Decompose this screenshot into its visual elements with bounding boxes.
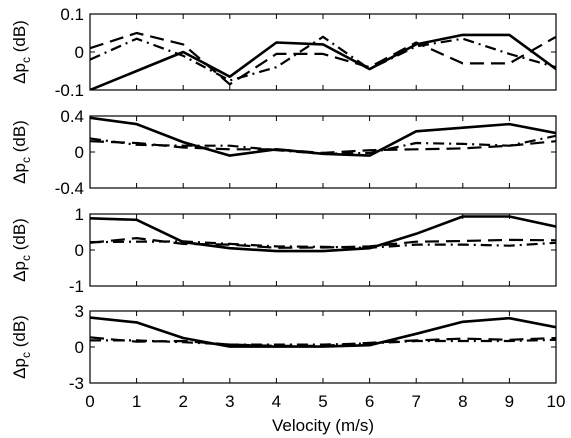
y-axis-label-unit: (dB) bbox=[10, 20, 29, 57]
x-tick-label: 10 bbox=[547, 392, 566, 411]
y-axis-label: Δpc (dB) bbox=[10, 218, 33, 282]
y-axis-label-main: Δp bbox=[10, 261, 29, 282]
y-tick-label: 1 bbox=[75, 205, 84, 224]
y-tick-label: 3 bbox=[75, 302, 84, 321]
y-axis-label-subscript: c bbox=[19, 157, 33, 163]
x-axis: 0 1 2 3 4 5 6 7 8 9 10 bbox=[85, 392, 565, 411]
series-line-dash-dot bbox=[90, 338, 556, 346]
panel-4: 3 0 -3 Δpc (dB) bbox=[10, 302, 557, 393]
y-tick-label: 0 bbox=[75, 43, 84, 62]
y-axis-label: Δpc (dB) bbox=[10, 20, 33, 84]
x-tick-label: 0 bbox=[85, 392, 94, 411]
y-axis-label-unit: (dB) bbox=[10, 315, 29, 352]
x-tick-label: 6 bbox=[365, 392, 374, 411]
x-axis-label: Velocity (m/s) bbox=[272, 416, 374, 435]
x-tick-label: 3 bbox=[225, 392, 234, 411]
y-tick-label: 0 bbox=[75, 241, 84, 260]
plot-frame bbox=[89, 13, 557, 91]
y-tick-label: 0.1 bbox=[60, 5, 84, 24]
x-tick-label: 8 bbox=[458, 392, 467, 411]
x-tick-label: 1 bbox=[132, 392, 141, 411]
series-line-solid bbox=[90, 33, 556, 90]
y-tick-label: 0 bbox=[75, 338, 84, 357]
x-tick-label: 5 bbox=[318, 392, 327, 411]
y-tick-label: 0.4 bbox=[60, 107, 84, 126]
series-line-dash-dot bbox=[90, 35, 556, 82]
y-axis-label-subscript: c bbox=[19, 255, 33, 261]
y-axis-label-subscript: c bbox=[19, 352, 33, 358]
y-axis-label: Δpc (dB) bbox=[10, 315, 33, 379]
x-tick-label: 2 bbox=[178, 392, 187, 411]
series-line-dashed bbox=[90, 336, 556, 347]
y-axis-label-unit: (dB) bbox=[10, 120, 29, 157]
x-tick-label: 7 bbox=[411, 392, 420, 411]
y-axis-label: Δpc (dB) bbox=[10, 120, 33, 184]
panel-1: 0.1 0 -0.1 Δpc (dB) bbox=[10, 5, 557, 100]
y-tick-label: -0.4 bbox=[55, 179, 84, 198]
x-tick-label: 4 bbox=[272, 392, 281, 411]
y-tick-label: -1 bbox=[69, 277, 84, 296]
y-axis-label-main: Δp bbox=[10, 163, 29, 184]
y-tick-label: -0.1 bbox=[55, 81, 84, 100]
series-line-solid bbox=[90, 215, 556, 253]
y-axis-label-main: Δp bbox=[10, 63, 29, 84]
panel-2: 0.4 0 -0.4 Δpc (dB) bbox=[10, 107, 557, 198]
y-axis-label-main: Δp bbox=[10, 358, 29, 379]
series-line-dashed bbox=[90, 140, 556, 154]
series-line-dash-dot bbox=[90, 240, 556, 249]
y-axis-label-unit: (dB) bbox=[10, 218, 29, 255]
y-axis-label-subscript: c bbox=[19, 57, 33, 63]
x-tick-label: 9 bbox=[505, 392, 514, 411]
series-line-dashed bbox=[90, 31, 556, 86]
y-tick-label: 0 bbox=[75, 143, 84, 162]
series-line-dash-dot bbox=[90, 134, 556, 155]
y-tick-label: -3 bbox=[69, 374, 84, 393]
panel-3: 1 0 -1 Δpc (dB) bbox=[10, 205, 557, 296]
series-line-solid bbox=[90, 116, 556, 157]
